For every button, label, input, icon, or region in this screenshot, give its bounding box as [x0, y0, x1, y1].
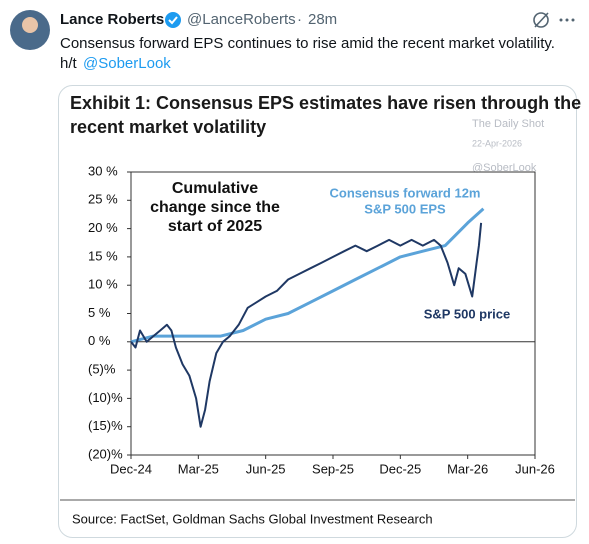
legend-label: Consensus forward 12m	[330, 185, 481, 200]
x-tick-label: Jun-25	[246, 461, 286, 476]
y-tick-label: 30 %	[88, 163, 118, 178]
grok-slash	[534, 12, 549, 28]
x-tick-label: Dec-24	[110, 461, 152, 476]
x-tick-label: Dec-25	[379, 461, 421, 476]
tweet-text: Consensus forward EPS continues to rise …	[60, 35, 555, 52]
annotation: start of 2025	[168, 218, 262, 235]
x-tick-label: Mar-25	[178, 461, 219, 476]
legend-label: S&P 500 price	[424, 306, 510, 321]
chart: Exhibit 1: Consensus EPS estimates have …	[60, 93, 581, 526]
y-tick-label: 10 %	[88, 277, 118, 292]
y-tick-label: 0 %	[88, 333, 111, 348]
media-card[interactable]	[58, 85, 577, 538]
watermark: The Daily Shot	[472, 118, 544, 130]
y-tick-label: (20)%	[88, 446, 123, 461]
series-line	[130, 222, 483, 428]
y-tick-label: 25 %	[88, 192, 118, 207]
y-tick-label: (15)%	[88, 418, 123, 433]
verified-check	[168, 16, 178, 25]
more-dot[interactable]	[565, 18, 569, 22]
annotation: change since the	[150, 199, 280, 216]
watermark: 22-Apr-2026	[472, 138, 522, 148]
x-tick-label: Jun-26	[515, 461, 555, 476]
mention[interactable]: @SoberLook	[83, 55, 171, 72]
chart-title: Exhibit 1: Consensus EPS estimates have …	[70, 93, 581, 113]
series-line	[130, 207, 485, 344]
separator: ·	[297, 11, 302, 28]
source: Source: FactSet, Goldman Sachs Global In…	[72, 511, 433, 526]
author-name[interactable]: Lance Roberts	[60, 11, 164, 28]
y-tick-label: (5)%	[88, 362, 116, 377]
grok-icon[interactable]	[533, 12, 549, 28]
more-dot[interactable]	[571, 18, 575, 22]
handle[interactable]: @LanceRoberts	[187, 11, 296, 28]
more-dot[interactable]	[559, 18, 563, 22]
y-tick-label: 20 %	[88, 220, 118, 235]
y-tick-label: (10)%	[88, 390, 123, 405]
annotation: Cumulative	[172, 180, 258, 197]
x-tick-label: Sep-25	[312, 461, 354, 476]
tweet-text: h/t	[60, 55, 78, 72]
watermark: @SoberLook	[472, 162, 537, 174]
x-tick-label: Mar-26	[447, 461, 488, 476]
y-tick-label: 5 %	[88, 305, 111, 320]
chart-title: recent market volatility	[70, 117, 266, 137]
legend-label: S&P 500 EPS	[364, 201, 446, 216]
y-tick-label: 15 %	[88, 248, 118, 263]
avatar-face	[22, 17, 38, 33]
verified-badge	[165, 12, 181, 28]
time[interactable]: 28m	[308, 11, 337, 28]
